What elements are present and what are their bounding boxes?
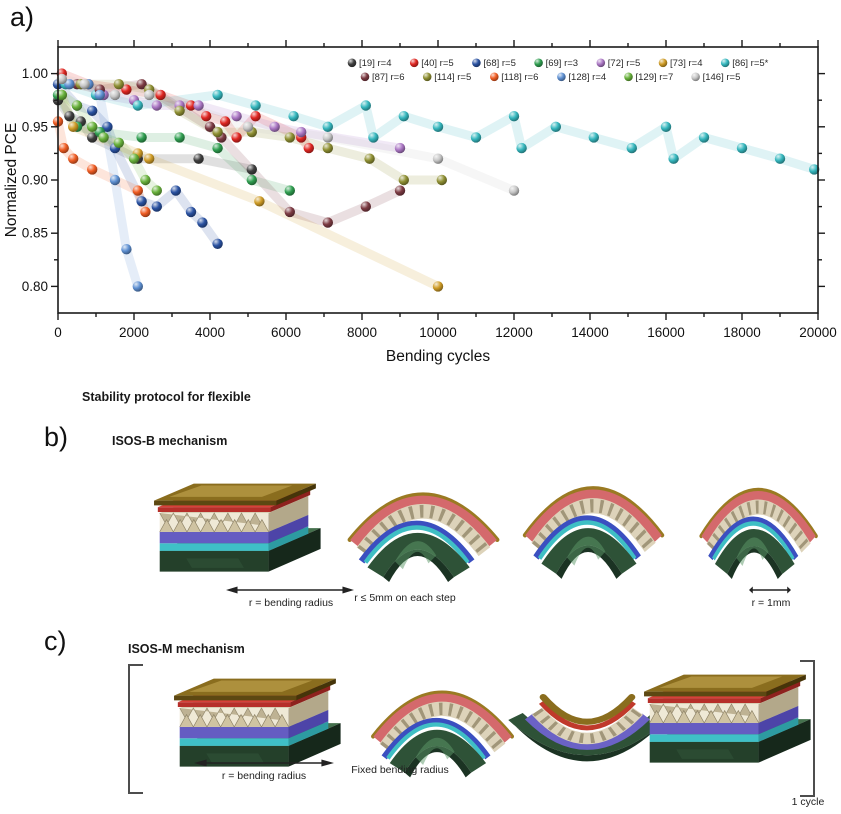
svg-text:0.90: 0.90 xyxy=(22,173,48,188)
isosb-bent-device-3 xyxy=(692,460,826,588)
svg-text:4000: 4000 xyxy=(195,325,225,340)
chart-legend: [19] r=4 [40] r=5 [68] r=5 [69] r=3 [72] r=5… xyxy=(347,58,769,83)
svg-text:[72] r=5: [72] r=5 xyxy=(608,58,640,69)
bending-cycles-chart: 0 2000 4000 6000 8000 10000 12000 14000 16000 180… xyxy=(0,0,841,377)
svg-text:6000: 6000 xyxy=(271,325,301,340)
svg-text:[118] r=6: [118] r=6 xyxy=(501,72,538,83)
svg-text:12000: 12000 xyxy=(495,325,533,340)
svg-text:[19] r=4: [19] r=4 xyxy=(359,58,391,69)
x-axis-title: Bending cycles xyxy=(386,348,491,365)
panel-c-label: c) xyxy=(44,626,67,656)
svg-text:2000: 2000 xyxy=(119,325,149,340)
svg-text:[69] r=3: [69] r=3 xyxy=(546,58,578,69)
isosb-caption-step: r ≤ 5mm on each step xyxy=(354,592,456,604)
double-arrow-icon xyxy=(749,585,791,595)
isosb-caption-radius: r = bending radius xyxy=(248,597,334,609)
svg-text:0.95: 0.95 xyxy=(22,119,48,134)
series-points xyxy=(52,68,820,292)
svg-text:0: 0 xyxy=(54,325,62,340)
cycle-bracket-right xyxy=(800,660,815,797)
svg-text:0.85: 0.85 xyxy=(22,226,48,241)
isosm-caption-radius: r = bending radius xyxy=(221,770,307,782)
svg-text:[68] r=5: [68] r=5 xyxy=(483,58,515,69)
svg-text:18000: 18000 xyxy=(723,325,761,340)
svg-text:[128] r=4: [128] r=4 xyxy=(568,72,606,83)
section-title: Stability protocol for flexible xyxy=(82,390,251,404)
cycle-bracket-left xyxy=(128,664,143,794)
svg-text:16000: 16000 xyxy=(647,325,685,340)
svg-text:[146] r=5: [146] r=5 xyxy=(703,72,741,83)
svg-text:14000: 14000 xyxy=(571,325,609,340)
axis-ticks: 0 2000 4000 6000 8000 10000 12000 14000 16000 180… xyxy=(22,40,837,340)
svg-text:[129] r=7: [129] r=7 xyxy=(636,72,674,83)
svg-text:[87] r=6: [87] r=6 xyxy=(372,72,404,83)
y-axis-title: Normalized PCE xyxy=(3,123,20,238)
panel-a-label: a) xyxy=(10,2,35,32)
svg-text:[114] r=5: [114] r=5 xyxy=(434,72,471,83)
isosm-caption-fixed: Fixed bending radius xyxy=(351,764,449,776)
svg-text:[73] r=4: [73] r=4 xyxy=(670,58,702,69)
svg-text:10000: 10000 xyxy=(419,325,457,340)
svg-text:0.80: 0.80 xyxy=(22,279,48,294)
isosb-bent-device-1 xyxy=(338,465,510,591)
isosb-bent-device-2 xyxy=(514,458,674,588)
svg-text:20000: 20000 xyxy=(799,325,837,340)
isosb-flat-device xyxy=(148,477,338,583)
svg-text:1.00: 1.00 xyxy=(22,66,48,81)
isosb-title: ISOS-B mechanism xyxy=(112,434,228,448)
isosm-title: ISOS-M mechanism xyxy=(128,642,245,656)
panel-b-label: b) xyxy=(44,422,69,452)
svg-text:[40] r=5: [40] r=5 xyxy=(421,58,453,69)
svg-text:8000: 8000 xyxy=(347,325,377,340)
one-cycle-label: 1 cycle xyxy=(791,796,825,808)
chart-canvas: 0 2000 4000 6000 8000 10000 12000 14000 16000 180… xyxy=(3,40,837,365)
isosb-caption-1mm: r = 1mm xyxy=(751,597,791,609)
svg-text:[86] r=5*: [86] r=5* xyxy=(732,58,768,69)
series-bands xyxy=(53,69,819,291)
